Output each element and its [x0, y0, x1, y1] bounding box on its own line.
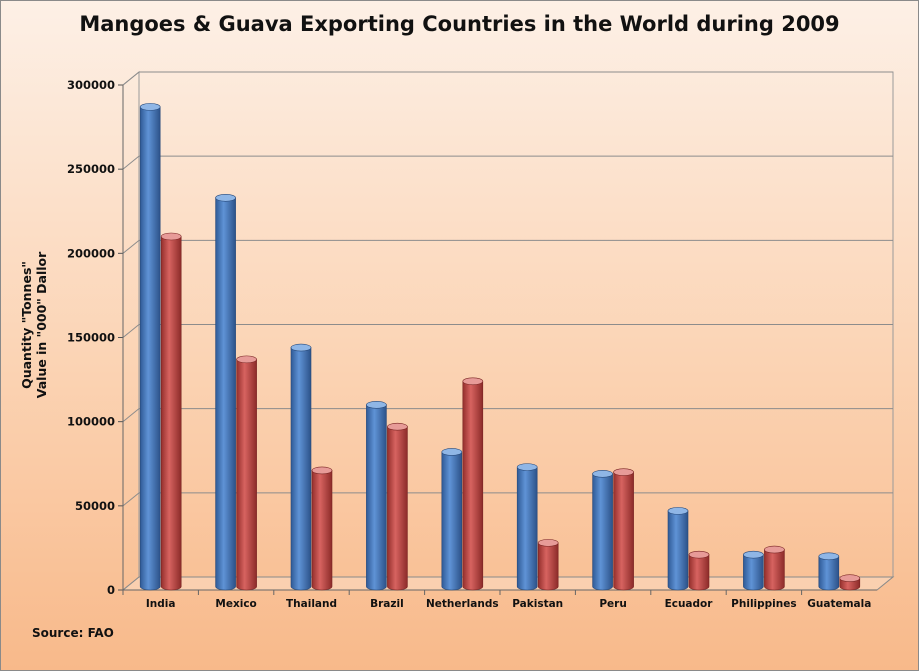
x-tick-label: Mexico	[215, 598, 256, 610]
y-tick-label: 100000	[67, 415, 115, 429]
chart-title: Mangoes & Guava Exporting Countries in t…	[79, 12, 840, 36]
bar-series-1-india	[139, 106, 161, 591]
bar-top-series-2-india	[160, 232, 182, 241]
gridline-side	[122, 492, 140, 507]
bar-top-series-1-guatemala	[818, 552, 840, 561]
bar-top-series-2-peru	[613, 468, 634, 476]
bar-series-2-netherlands	[462, 380, 484, 591]
x-tick-label: Peru	[599, 598, 626, 610]
x-tick-label: India	[146, 598, 176, 610]
x-tick-label: Thailand	[286, 598, 337, 610]
bar-top-series-2-mexico	[236, 355, 257, 364]
bar-top-series-1-pakistan	[516, 463, 538, 471]
bar-series-2-thailand	[311, 470, 333, 591]
bar-top-series-1-thailand	[290, 343, 312, 352]
gridline-side	[122, 408, 140, 423]
bar-series-1-philippines	[743, 554, 764, 591]
bar-series-1-netherlands	[441, 451, 463, 591]
bar-series-1-thailand	[290, 347, 312, 591]
bar-series-2-philippines	[764, 549, 785, 591]
tick-labels: 0 50000 100000 150000 200000 250000 300000 Indi…	[67, 78, 871, 610]
bar-top-series-2-thailand	[311, 466, 333, 475]
bar-series-2-pakistan	[537, 542, 559, 591]
y-tick-label: 200000	[67, 246, 115, 260]
y-tick-label: 0	[107, 583, 115, 597]
bar-series-2-india	[160, 236, 182, 591]
bar-top-series-1-brazil	[366, 401, 387, 409]
bar-series-1-pakistan	[516, 466, 538, 591]
bar-top-series-1-india	[139, 103, 161, 111]
gridline-side	[122, 324, 140, 338]
bar-top-series-1-peru	[592, 470, 613, 478]
y-tick-label: 250000	[67, 162, 115, 176]
y-tick-label: 50000	[75, 499, 115, 513]
x-tick-label: Philippines	[731, 598, 796, 610]
bar-top-series-2-ecuador	[688, 550, 710, 559]
y-tick-label: 150000	[67, 331, 115, 345]
bar-top-series-2-netherlands	[462, 377, 484, 386]
bar-series-1-brazil	[366, 404, 387, 591]
bar-top-series-2-brazil	[387, 422, 408, 431]
bar-series-1-mexico	[215, 197, 236, 591]
bar-top-series-1-mexico	[215, 193, 236, 202]
bar-series-2-mexico	[236, 359, 257, 591]
source-note: Source: FAO	[32, 626, 114, 640]
gridline-side	[122, 71, 140, 86]
bar-top-series-1-ecuador	[667, 507, 689, 515]
gridline-side	[122, 239, 140, 254]
y-tick-label: 300000	[67, 78, 115, 92]
bar-top-series-2-guatemala	[839, 574, 861, 583]
x-tick-label: Guatemala	[807, 598, 871, 610]
bar-series-2-peru	[613, 471, 634, 591]
bar-series-1-ecuador	[667, 510, 689, 591]
bar-top-series-1-philippines	[743, 550, 764, 559]
gridline-side	[122, 155, 140, 170]
x-tick-label: Ecuador	[665, 598, 714, 610]
bar-series-2-brazil	[387, 426, 408, 591]
x-tick-label: Netherlands	[426, 598, 499, 610]
bar-top-series-2-pakistan	[537, 539, 559, 547]
bar-series-2-ecuador	[688, 554, 710, 591]
bar-series-1-guatemala	[818, 556, 840, 591]
bars	[139, 103, 861, 591]
x-tick-label: Brazil	[370, 598, 404, 610]
bar-top-series-2-philippines	[764, 545, 785, 554]
x-tick-label: Pakistan	[512, 598, 563, 610]
bar-top-series-1-netherlands	[441, 448, 463, 456]
bar-series-1-peru	[592, 473, 613, 591]
